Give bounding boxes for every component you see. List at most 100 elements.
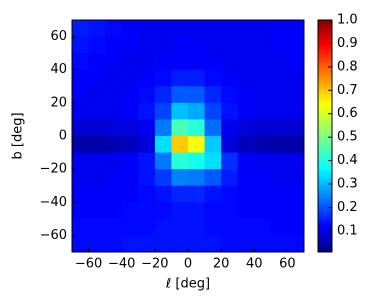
heat-cell [88, 119, 106, 137]
heat-cell [254, 152, 272, 170]
heat-cell [237, 202, 255, 220]
heat-cell [72, 152, 90, 170]
heat-cell [270, 53, 288, 71]
heat-cell [105, 136, 123, 154]
heat-cell [188, 202, 206, 220]
heat-cell [72, 136, 90, 154]
heat-cell [154, 218, 172, 236]
heat-cell [287, 102, 305, 120]
heat-cell [105, 36, 123, 54]
heat-cell [287, 185, 305, 203]
heat-cell [105, 152, 123, 170]
heat-cell [121, 136, 139, 154]
heat-cell [88, 36, 106, 54]
heat-cell [188, 86, 206, 104]
heat-cell [105, 218, 123, 236]
heat-cell [204, 218, 222, 236]
heat-cell [287, 86, 305, 104]
heat-cell [254, 235, 272, 253]
colorbar-tick-label: 0.5 [337, 130, 358, 145]
heat-cell [270, 202, 288, 220]
heat-cell [221, 36, 239, 54]
heat-cell [204, 36, 222, 54]
colorbar-tick-label: 0.4 [337, 153, 358, 168]
heat-cell [121, 86, 139, 104]
heat-cell [254, 119, 272, 137]
heat-cell [105, 86, 123, 104]
heat-cell [188, 218, 206, 236]
heat-cell [254, 202, 272, 220]
heat-cell [171, 169, 189, 187]
heat-cell [88, 102, 106, 120]
heat-cell [254, 53, 272, 71]
heat-cell [254, 169, 272, 187]
x-tick-label: −60 [75, 257, 102, 272]
heat-cell [154, 202, 172, 220]
heat-cell [105, 69, 123, 87]
heat-cell [237, 53, 255, 71]
heat-cell [171, 119, 189, 137]
heat-cell [270, 136, 288, 154]
heat-cell [121, 152, 139, 170]
heat-cell [138, 69, 156, 87]
heat-cell [204, 136, 222, 154]
heat-cell [171, 36, 189, 54]
heat-cell [204, 202, 222, 220]
heat-cell [171, 152, 189, 170]
heat-cell [138, 53, 156, 71]
heat-cell [221, 152, 239, 170]
heat-cell [154, 102, 172, 120]
heat-cell [237, 86, 255, 104]
y-tick-label: 0 [59, 129, 67, 144]
y-tick-label: −20 [40, 162, 67, 177]
heat-cell [171, 102, 189, 120]
heat-cell [138, 185, 156, 203]
y-tick-label: 60 [50, 29, 67, 44]
heat-cell [287, 169, 305, 187]
heat-cell [171, 235, 189, 253]
heat-cell [237, 69, 255, 87]
x-tick-label: −20 [141, 257, 168, 272]
colorbar-tick-label: 0.3 [337, 177, 358, 192]
heat-cell [88, 136, 106, 154]
heat-cell [138, 119, 156, 137]
y-axis-label: b [deg] [11, 112, 26, 159]
heat-cell [138, 36, 156, 54]
heat-cell [121, 69, 139, 87]
colorbar [317, 19, 333, 253]
heat-cell [221, 20, 239, 38]
heat-cell [254, 185, 272, 203]
heat-cell [154, 136, 172, 154]
x-tick-label: 0 [184, 257, 192, 272]
heat-cell [138, 235, 156, 253]
heat-cell [138, 86, 156, 104]
heat-cell [171, 20, 189, 38]
heat-cell [270, 69, 288, 87]
heat-cell [121, 185, 139, 203]
heat-cell [204, 152, 222, 170]
heat-cell [188, 169, 206, 187]
heat-cell [88, 185, 106, 203]
heat-cell [287, 218, 305, 236]
heat-cell [105, 169, 123, 187]
heat-cell [221, 102, 239, 120]
heat-cell [171, 86, 189, 104]
heat-cell [270, 169, 288, 187]
heat-cell [254, 136, 272, 154]
heat-cell [72, 53, 90, 71]
heat-cell [105, 53, 123, 71]
heat-cell [237, 36, 255, 54]
heat-cell [138, 169, 156, 187]
heat-cell [72, 36, 90, 54]
heat-cell [188, 119, 206, 137]
heat-cell [270, 102, 288, 120]
heat-cell [237, 152, 255, 170]
heat-cell [88, 20, 106, 38]
heat-cell [237, 218, 255, 236]
heat-cell [287, 152, 305, 170]
colorbar-tick-label: 1.0 [337, 13, 358, 28]
x-tick-label: 60 [279, 257, 296, 272]
y-tick-label: 20 [50, 95, 67, 110]
heat-cell [237, 235, 255, 253]
heat-cell [88, 69, 106, 87]
